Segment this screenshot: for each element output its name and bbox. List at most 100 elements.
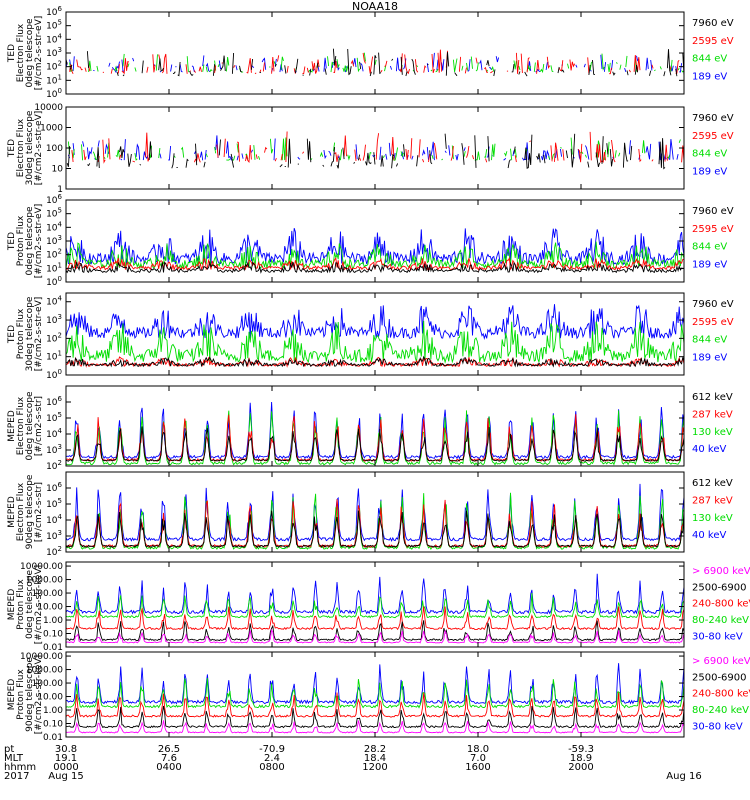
legend-entry: 7960 eV (692, 18, 734, 29)
y-tick-label: 0.10 (43, 630, 63, 640)
legend-entry: 40 keV (692, 444, 726, 455)
x-tick-label: 0000 (53, 762, 78, 773)
y-axis-label: TED (7, 325, 17, 344)
y-axis-label: Proton Flux (16, 215, 26, 266)
legend-entry: 240-800 keV (692, 599, 750, 610)
x-tick-label: 28.2 (364, 744, 386, 755)
series-trace (66, 410, 684, 466)
y-axis-label: [#/cm2-s-str-eV] (34, 297, 44, 372)
series-trace (66, 628, 684, 644)
x-tick-label: 0400 (156, 762, 181, 773)
legend-entry: 612 keV (692, 392, 733, 403)
series-trace (66, 508, 684, 548)
series-trace (66, 492, 684, 551)
legend-entry: 30-80 keV (692, 631, 743, 642)
y-tick-label: 100 (46, 144, 63, 154)
legend-entry: 189 eV (692, 259, 727, 270)
y-tick-label: 104 (46, 220, 62, 233)
legend-entry: 612 keV (692, 478, 733, 489)
panel-frame (65, 11, 685, 95)
y-tick-label: 104 (46, 427, 62, 440)
y-axis-label: [#/cm2-s-str] (34, 396, 44, 456)
y-tick-label: 101 (46, 261, 62, 274)
x-tick-label: 18.4 (364, 753, 386, 764)
x-row-label: pt (4, 744, 14, 755)
y-axis-label: 0deg telescope (25, 18, 35, 88)
legend-entry: 130 keV (692, 427, 733, 438)
y-tick-label: 100.00 (32, 589, 64, 599)
series-trace (66, 705, 684, 729)
y-tick-label: 104 (46, 32, 62, 45)
legend-entry: 287 keV (692, 409, 733, 420)
panel-frame (65, 106, 685, 190)
x-tick-label: 7.6 (161, 753, 177, 764)
series-trace (66, 320, 684, 364)
y-tick-label: 106 (46, 395, 62, 408)
legend-entry: 2595 eV (692, 317, 734, 328)
y-axis-label: [#/cm2-s-str-eV] (34, 204, 44, 279)
x-tick-label: 7.0 (470, 753, 486, 764)
series-trace (66, 677, 684, 709)
y-axis-label: [#/cm2-s-str-keV] (34, 565, 44, 644)
y-axis-label: 90deg telescope (25, 474, 35, 549)
x-tick-label: 19.1 (55, 753, 77, 764)
y-tick-label: 105 (46, 411, 62, 424)
y-tick-label: 105 (46, 207, 62, 220)
legend-entry: 2500-6900 (692, 672, 747, 683)
series-trace (66, 401, 684, 460)
y-tick-label: 100 (46, 87, 62, 100)
y-tick-label: 101 (46, 350, 62, 363)
x-tick-label: 1600 (465, 762, 490, 773)
y-axis-label: [#/cm2-s-str-eV] (34, 16, 44, 91)
y-axis-label: [#/cm2-s-str-keV] (34, 655, 44, 734)
x-tick-label: -59.3 (568, 744, 594, 755)
y-axis-label: Proton Flux (16, 579, 26, 630)
series-trace (66, 48, 684, 77)
series-trace (66, 592, 684, 619)
y-tick-label: 1.00 (43, 616, 63, 626)
legend-entry: > 6900 keV (692, 656, 750, 667)
y-tick-label: 105 (46, 497, 62, 510)
y-tick-label: 102 (46, 545, 62, 558)
y-axis-label: Proton Flux (16, 308, 26, 359)
y-tick-label: 103 (46, 529, 62, 542)
y-tick-label: 102 (46, 331, 62, 344)
legend-entry: 30-80 keV (692, 721, 743, 732)
y-axis-label: MEPED (7, 679, 17, 711)
x-tick-label: 2.4 (264, 753, 280, 764)
series-trace (71, 131, 684, 164)
legend-entry: 7960 eV (692, 299, 734, 310)
x-row-label: hhmm (4, 762, 36, 773)
legend-entry: 189 eV (692, 71, 727, 82)
y-tick-label: 100 (46, 275, 62, 288)
x-tick-label: 18.9 (570, 753, 592, 764)
series-trace (69, 52, 684, 74)
y-tick-label: 103 (46, 46, 62, 59)
legend-entry: 7960 eV (692, 113, 734, 124)
y-tick-label: 102 (46, 248, 62, 261)
x-row-label: MLT (4, 753, 24, 764)
y-axis-label: Electron Flux (16, 396, 26, 455)
y-tick-label: 10 (52, 165, 64, 175)
y-tick-label: 10000 (34, 103, 63, 113)
x-tick-label: 18.0 (467, 744, 489, 755)
y-axis-label: TED (7, 232, 17, 251)
series-trace (66, 483, 684, 542)
y-axis-label: MEPED (7, 410, 17, 442)
legend-entry: 287 keV (692, 495, 733, 506)
legend-entry: 80-240 keV (692, 705, 749, 716)
y-tick-label: 10.00 (37, 693, 63, 703)
series-trace (67, 135, 679, 161)
y-tick-label: 106 (46, 481, 62, 494)
panel-frame (65, 651, 685, 738)
chart-title: NOAA18 (351, 0, 399, 13)
y-axis-label: MEPED (7, 589, 17, 621)
legend-entry: 844 eV (692, 335, 727, 346)
series-trace (66, 663, 684, 705)
y-tick-label: 104 (46, 513, 62, 526)
panel-frame (65, 561, 685, 648)
y-tick-label: 106 (46, 5, 62, 18)
series-trace (70, 50, 684, 74)
y-tick-label: 10000.00 (20, 652, 63, 662)
